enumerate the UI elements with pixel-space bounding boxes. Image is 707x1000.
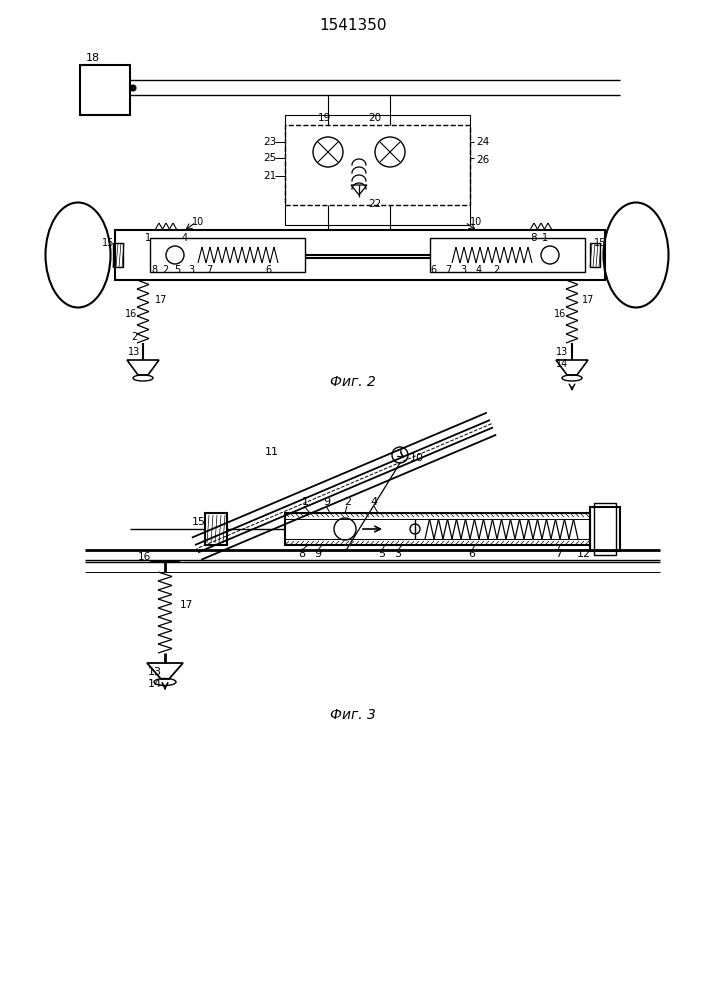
Text: Фиг. 2: Фиг. 2 <box>330 375 376 389</box>
Text: 13: 13 <box>128 347 140 357</box>
Bar <box>113 243 123 267</box>
Text: 9: 9 <box>323 497 330 507</box>
Text: 21: 21 <box>263 171 276 181</box>
Text: 17: 17 <box>155 295 168 305</box>
Text: 2: 2 <box>344 497 351 507</box>
Text: 18: 18 <box>86 53 100 63</box>
Text: 23: 23 <box>263 137 276 147</box>
Text: 15: 15 <box>192 517 206 527</box>
Text: 25: 25 <box>263 153 276 163</box>
Text: 16: 16 <box>138 552 151 562</box>
Text: 11: 11 <box>265 447 279 457</box>
Bar <box>430 238 585 272</box>
Text: 14: 14 <box>556 359 568 369</box>
Text: 1: 1 <box>145 233 151 243</box>
Circle shape <box>130 85 136 91</box>
Text: 24: 24 <box>476 137 489 147</box>
Text: 10: 10 <box>410 453 424 463</box>
Text: 8: 8 <box>298 549 305 559</box>
Bar <box>590 507 620 551</box>
Bar <box>205 513 227 545</box>
Text: 6: 6 <box>468 549 475 559</box>
Text: 14: 14 <box>148 679 162 689</box>
Bar <box>594 503 616 555</box>
Text: 10: 10 <box>192 217 204 227</box>
Bar <box>80 65 130 115</box>
Text: 1541350: 1541350 <box>320 17 387 32</box>
Text: 6: 6 <box>265 265 271 275</box>
Text: 13: 13 <box>556 347 568 357</box>
Text: 22: 22 <box>368 199 381 209</box>
Text: 3: 3 <box>188 265 194 275</box>
Text: 2: 2 <box>162 265 168 275</box>
Text: 2: 2 <box>493 265 499 275</box>
Bar <box>150 238 305 272</box>
Text: 16: 16 <box>554 309 566 319</box>
Text: 13: 13 <box>148 667 162 677</box>
Text: 7: 7 <box>555 549 562 559</box>
Text: 26: 26 <box>476 155 489 165</box>
Text: 5: 5 <box>378 549 385 559</box>
Bar <box>285 115 470 225</box>
Bar <box>285 513 590 545</box>
Text: 17: 17 <box>180 600 193 610</box>
Text: 17: 17 <box>582 295 595 305</box>
Bar <box>285 125 470 205</box>
Text: 15: 15 <box>102 238 115 248</box>
Text: 16: 16 <box>125 309 137 319</box>
Text: 20: 20 <box>368 113 381 123</box>
Text: 4: 4 <box>182 233 188 243</box>
Text: 15: 15 <box>594 238 607 248</box>
Bar <box>590 243 600 267</box>
Text: 7: 7 <box>445 265 451 275</box>
Text: 8: 8 <box>530 233 537 243</box>
Text: 5: 5 <box>174 265 180 275</box>
Text: 9: 9 <box>314 549 321 559</box>
Text: 3: 3 <box>394 549 401 559</box>
Text: 4: 4 <box>370 497 377 507</box>
Text: 2: 2 <box>131 332 137 342</box>
Text: Фиг. 3: Фиг. 3 <box>330 708 376 722</box>
Text: 8: 8 <box>151 265 157 275</box>
Text: 1: 1 <box>542 233 548 243</box>
Text: 7: 7 <box>206 265 212 275</box>
Text: 3: 3 <box>460 265 466 275</box>
Text: 6: 6 <box>430 265 436 275</box>
Text: 12: 12 <box>577 549 591 559</box>
Bar <box>115 230 605 280</box>
Text: 10: 10 <box>470 217 482 227</box>
Text: 1: 1 <box>302 497 309 507</box>
Text: 19: 19 <box>318 113 332 123</box>
Text: 4: 4 <box>476 265 482 275</box>
